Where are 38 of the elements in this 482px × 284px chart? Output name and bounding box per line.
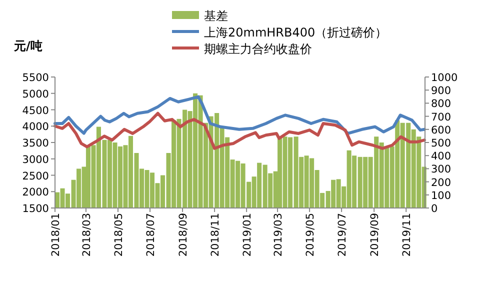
legend-label: 基差 <box>204 9 228 23</box>
y-tick-label: 2000 <box>22 186 49 199</box>
x-tick-label: 2018/03 <box>80 213 93 257</box>
y2-tick-label: 300 <box>431 164 452 176</box>
y-tick-label: 5500 <box>22 72 49 84</box>
x-tick-label: 2018/05 <box>112 213 125 257</box>
y-tick-label: 5000 <box>22 88 49 100</box>
y2-tick-label: 1000 <box>431 72 458 84</box>
y-axis-title: 元/吨 <box>13 39 42 53</box>
y-tick-label: 3000 <box>22 154 49 166</box>
legend-label: 期螺主力合约收盘价 <box>204 42 312 56</box>
y2-tick-label: 100 <box>431 190 452 202</box>
y2-tick-label: 700 <box>431 111 452 124</box>
y2-tick-label: 200 <box>431 176 452 189</box>
y2-tick-label: 800 <box>431 98 452 110</box>
x-tick-label: 2018/09 <box>178 213 190 257</box>
y2-tick-label: 0 <box>431 203 438 215</box>
y2-tick-label: 400 <box>431 150 452 163</box>
x-tick-label: 2019/07 <box>336 213 349 257</box>
line-series <box>54 112 426 150</box>
x-tick-label: 2019/05 <box>304 213 317 257</box>
y-tick-label: 4000 <box>22 121 49 134</box>
y-tick-label: 1500 <box>22 203 49 215</box>
x-tick-label: 2019/11 <box>401 213 414 257</box>
y-tick-label: 3500 <box>22 138 49 150</box>
y2-tick-label: 900 <box>431 85 452 98</box>
line-series <box>54 95 426 135</box>
y2-tick-label: 500 <box>431 138 452 150</box>
x-tick-label: 2018/07 <box>144 213 157 257</box>
x-tick-label: 2018/11 <box>210 213 222 257</box>
y2-tick-label: 600 <box>431 124 452 136</box>
x-tick-label: 2019/01 <box>242 213 254 257</box>
y-tick-label: 2500 <box>22 170 49 182</box>
y-tick-label: 4500 <box>22 104 49 117</box>
x-tick-label: 2018/01 <box>50 213 62 257</box>
legend-label: 上海20mmHRB400（折过磅价） <box>204 26 388 40</box>
x-tick-label: 2019/03 <box>272 213 285 257</box>
x-tick-label: 2019/09 <box>369 213 382 257</box>
